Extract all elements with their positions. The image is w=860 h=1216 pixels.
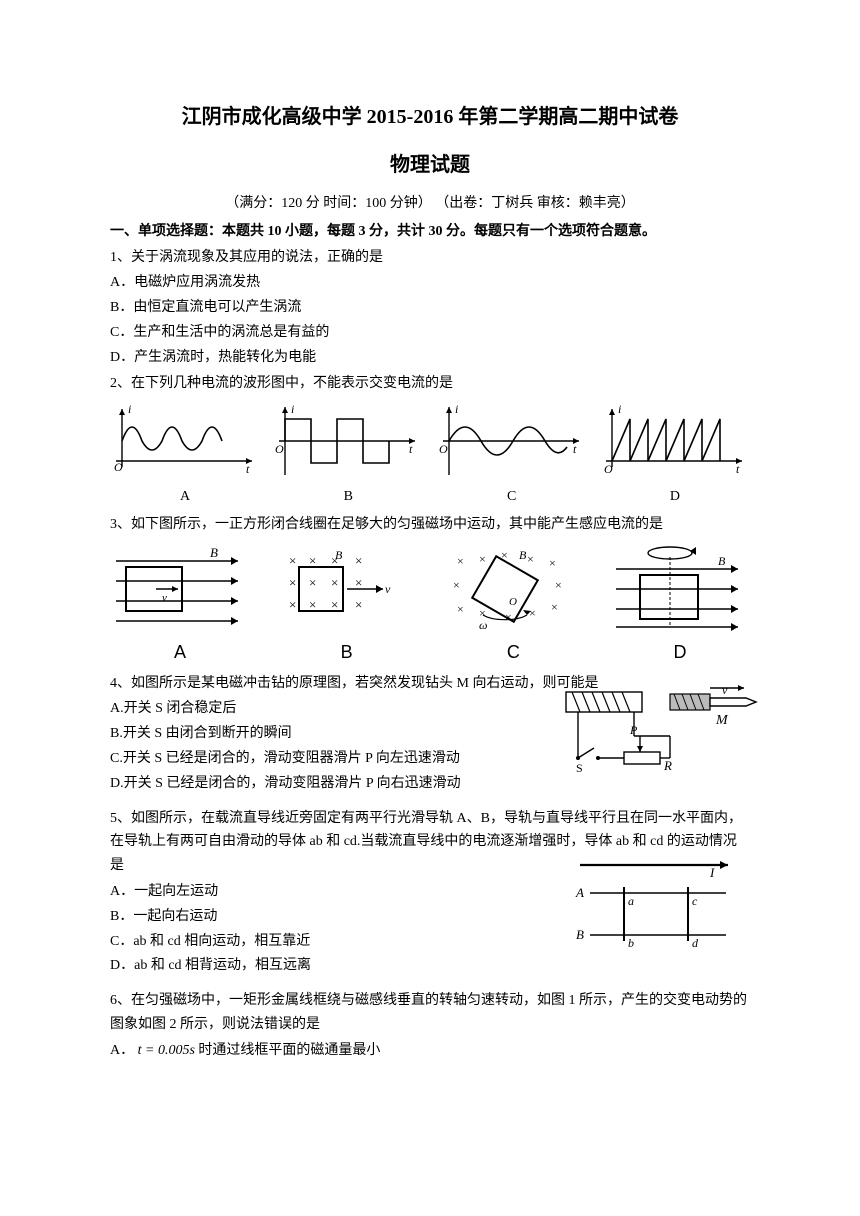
q3-label-c: C [443, 637, 583, 668]
q2-label-d: D [600, 485, 750, 509]
svg-text:×: × [527, 552, 534, 566]
q6a-formula: t = 0.005s [138, 1043, 195, 1058]
svg-text:×: × [331, 575, 338, 590]
svg-text:v: v [385, 582, 391, 596]
svg-text:A: A [575, 885, 584, 900]
q3-figures: B v A ×××× ×××× ×××× B v B ××××× ×× ××××… [110, 545, 750, 668]
svg-text:O: O [275, 442, 284, 456]
axis-i: i [128, 402, 131, 416]
q2-wave-a: i O t [110, 401, 260, 481]
axis-t: t [246, 462, 250, 476]
q1-stem: 1、关于涡流现象及其应用的说法，正确的是 [110, 246, 750, 270]
q4-figure: M v S P R [560, 684, 760, 774]
svg-text:M: M [715, 713, 729, 728]
axis-o: O [114, 460, 123, 474]
q5-option-d: D．ab 和 cd 相背运动，相互远离 [110, 954, 750, 978]
svg-text:O: O [509, 596, 517, 608]
exam-title: 江阴市成化高级中学 2015-2016 年第二学期高二期中试卷 [110, 100, 750, 134]
q2-wave-c: i O t [437, 401, 587, 481]
svg-text:B: B [210, 545, 218, 560]
svg-text:i: i [455, 402, 458, 416]
q2-label-c: C [437, 485, 587, 509]
q4-block: 4、如图所示是某电磁冲击钻的原理图，若突然发现钻头 M 向右运动，则可能是 A.… [110, 672, 750, 796]
svg-text:ω: ω [479, 618, 487, 632]
svg-text:B: B [335, 548, 343, 562]
exam-meta: （满分：120 分 时间：100 分钟） （出卷：丁树兵 审核：赖丰亮） [110, 192, 750, 216]
svg-text:×: × [309, 597, 316, 612]
svg-text:×: × [355, 553, 362, 568]
svg-text:×: × [479, 552, 486, 566]
svg-text:a: a [628, 894, 634, 908]
svg-text:t: t [409, 442, 413, 456]
svg-text:v: v [722, 684, 728, 697]
q3-label-d: D [610, 637, 750, 668]
svg-text:×: × [309, 553, 316, 568]
svg-text:×: × [331, 597, 338, 612]
svg-text:×: × [549, 556, 556, 570]
svg-text:×: × [555, 578, 562, 592]
svg-text:R: R [663, 758, 672, 773]
svg-text:v: v [162, 592, 167, 604]
q5-block: 5、如图所示，在载流直导线近旁固定有两平行光滑导轨 A、B，导轨与直导线平行且在… [110, 807, 750, 979]
q2-wave-d: i O t [600, 401, 750, 481]
svg-text:d: d [692, 936, 699, 950]
q3-fig-d: B D [610, 545, 750, 668]
svg-text:×: × [289, 597, 296, 612]
svg-text:×: × [289, 575, 296, 590]
q3-stem: 3、如下图所示，一正方形闭合线圈在足够大的匀强磁场中运动，其中能产生感应电流的是 [110, 513, 750, 537]
q3-label-a: A [110, 637, 250, 668]
q6a-prefix: A． [110, 1043, 134, 1058]
svg-text:i: i [291, 402, 294, 416]
svg-text:B: B [576, 927, 584, 942]
q6a-suffix: 时通过线框平面的磁通量最小 [198, 1043, 380, 1058]
q3-fig-b: ×××× ×××× ×××× B v B [277, 545, 417, 668]
q6-stem: 6、在匀强磁场中，一矩形金属线框绕与磁感线垂直的转轴匀速转动，如图 1 所示，产… [110, 989, 750, 1037]
q1-option-b: B．由恒定直流电可以产生涡流 [110, 296, 750, 320]
q6-option-a: A． t = 0.005s 时通过线框平面的磁通量最小 [110, 1039, 750, 1063]
svg-text:×: × [551, 600, 558, 614]
q2-waveforms: i O t i O t i O t [110, 401, 750, 481]
svg-text:×: × [453, 578, 460, 592]
svg-text:O: O [604, 462, 613, 476]
q3-fig-c: ××××× ×× ××××× B ω O C [443, 545, 583, 668]
svg-text:c: c [692, 894, 698, 908]
q2-label-a: A [110, 485, 260, 509]
q3-label-b: B [277, 637, 417, 668]
q1-option-c: C．生产和生活中的涡流总是有益的 [110, 321, 750, 345]
svg-text:×: × [309, 575, 316, 590]
svg-text:t: t [573, 442, 577, 456]
svg-text:b: b [628, 936, 634, 950]
q1-option-d: D．产生涡流时，热能转化为电能 [110, 346, 750, 370]
section1-heading: 一、单项选择题：本题共 10 小题，每题 3 分，共计 30 分。每题只有一个选… [110, 220, 750, 244]
svg-text:B: B [519, 548, 527, 562]
exam-subtitle: 物理试题 [110, 148, 750, 182]
svg-text:S: S [576, 761, 583, 774]
q3-fig-a: B v A [110, 545, 250, 668]
q4-option-d: D.开关 S 已经是闭合的，滑动变阻器滑片 P 向右迅速滑动 [110, 772, 750, 796]
q2-label-b: B [273, 485, 423, 509]
svg-text:B: B [718, 554, 726, 568]
svg-text:t: t [736, 462, 740, 476]
svg-text:×: × [289, 553, 296, 568]
q5-figure: I A B a b c d [570, 855, 740, 955]
svg-text:×: × [355, 597, 362, 612]
q1-option-a: A．电磁炉应用涡流发热 [110, 271, 750, 295]
svg-text:P: P [629, 723, 638, 737]
svg-text:×: × [529, 606, 536, 620]
svg-text:×: × [457, 602, 464, 616]
q2-stem: 2、在下列几种电流的波形图中，不能表示交变电流的是 [110, 372, 750, 396]
svg-text:×: × [457, 554, 464, 568]
svg-text:i: i [618, 402, 621, 416]
svg-text:×: × [355, 575, 362, 590]
q2-labels: A B C D [110, 485, 750, 509]
svg-text:I: I [709, 865, 715, 880]
q2-wave-b: i O t [273, 401, 423, 481]
svg-text:O: O [439, 442, 448, 456]
